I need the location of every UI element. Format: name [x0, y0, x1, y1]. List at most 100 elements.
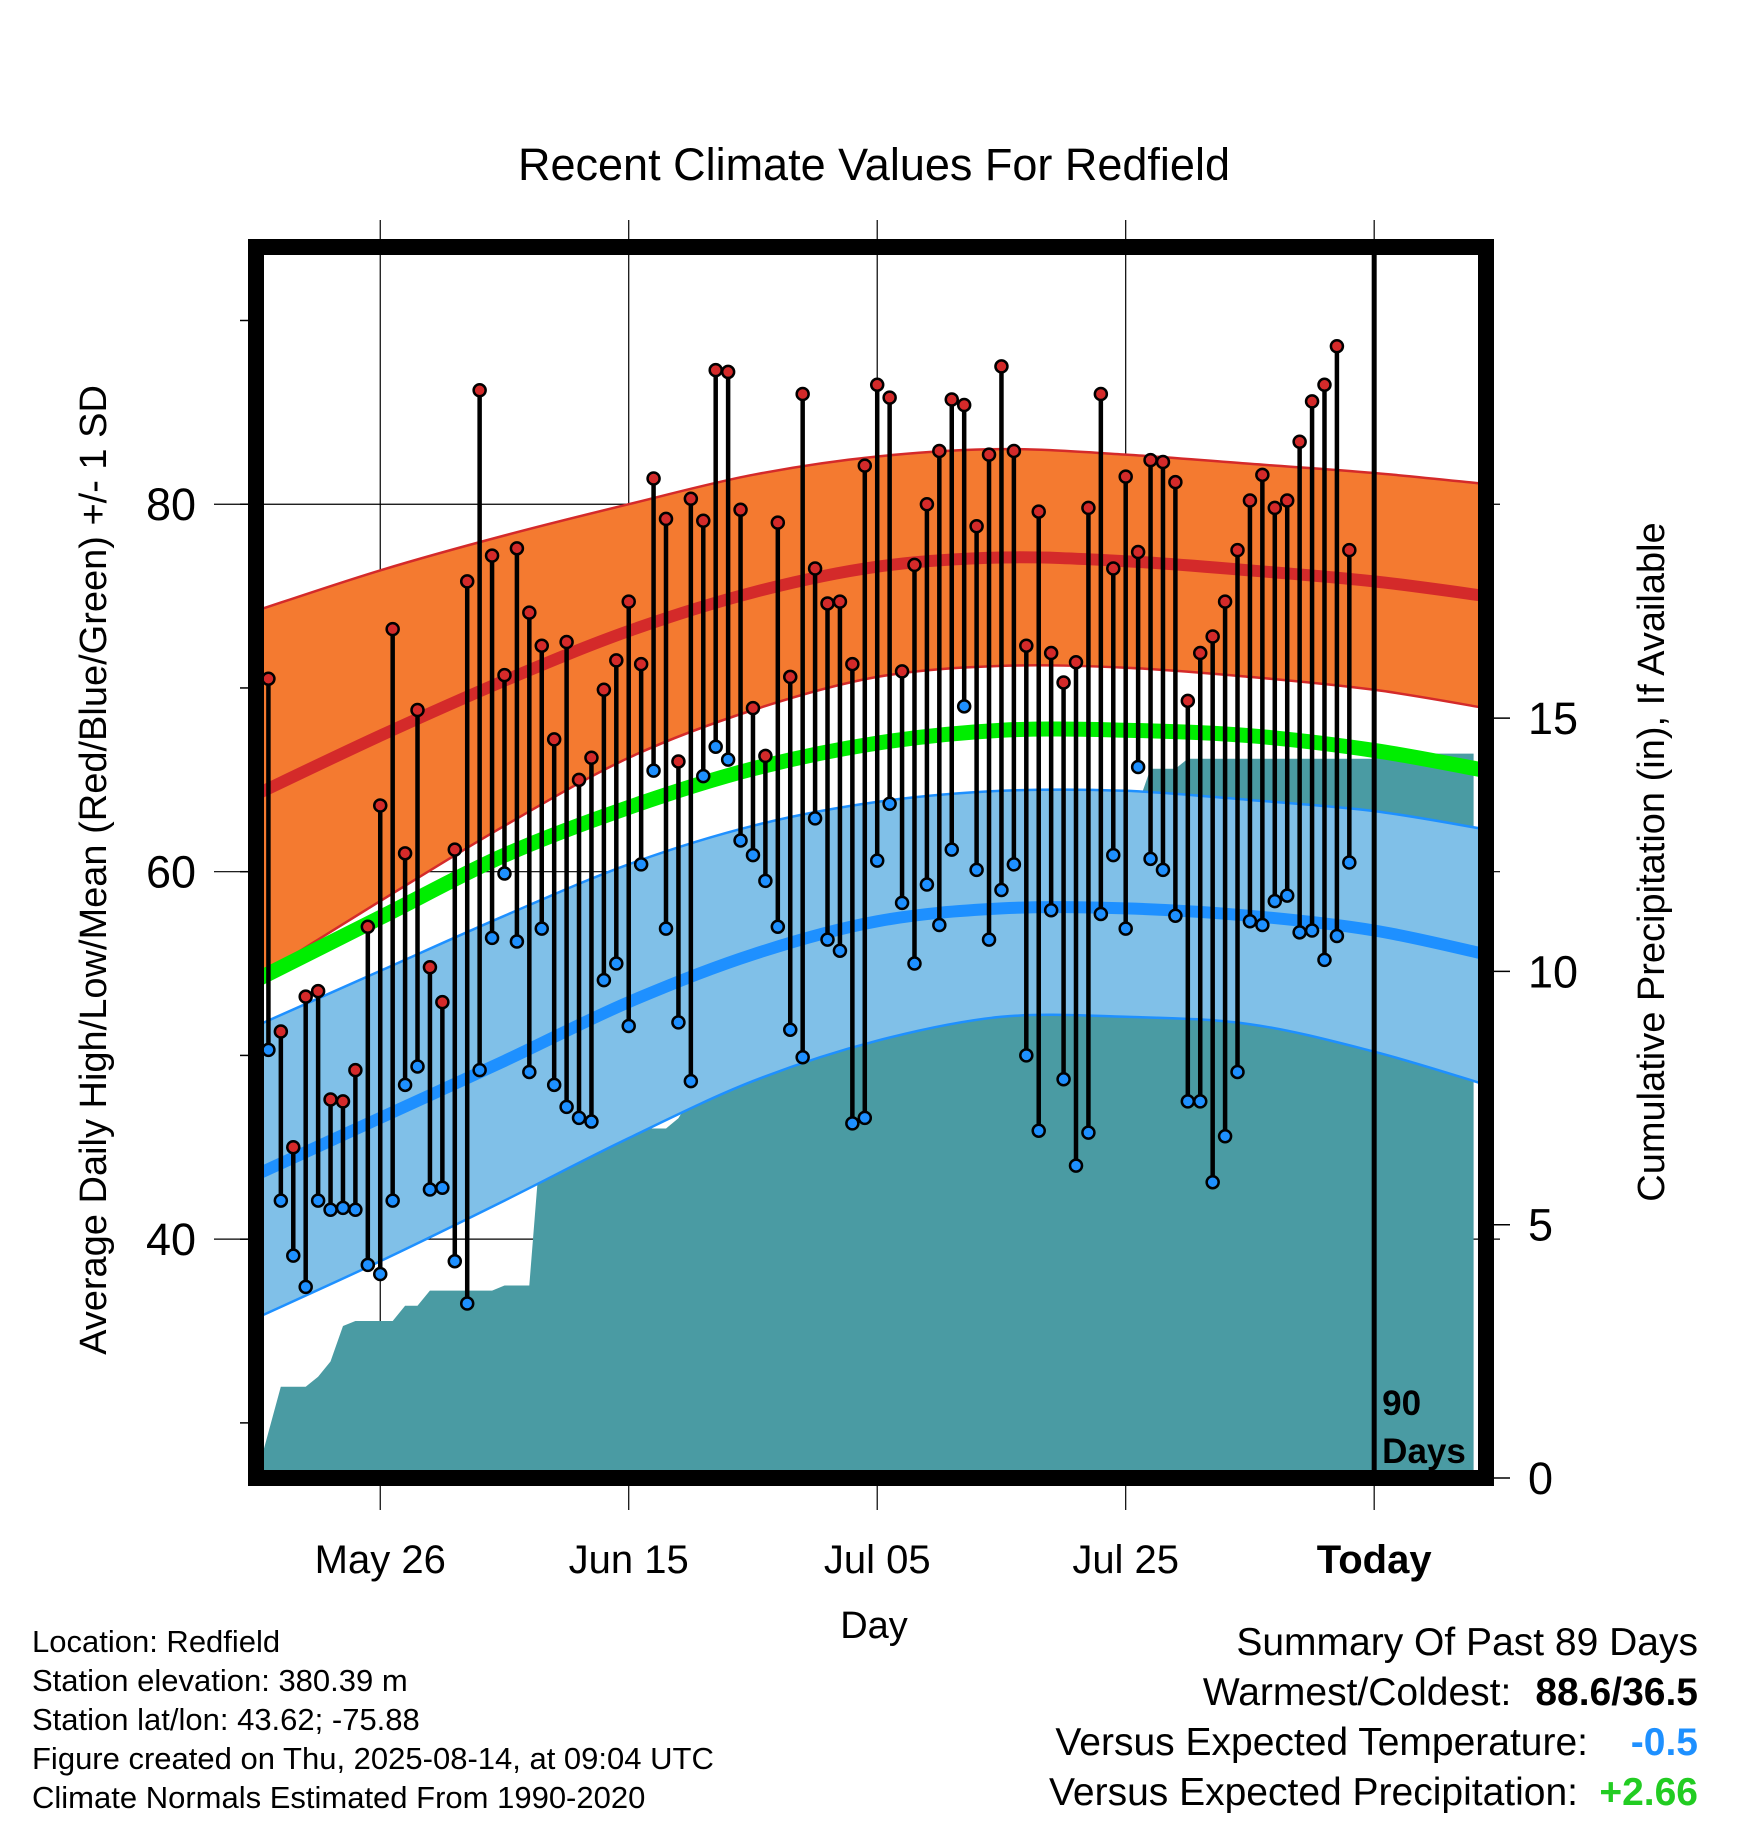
daily-low-point [1143, 851, 1158, 867]
today-days-label-line: Days [1382, 1432, 1466, 1471]
daily-high-point [994, 359, 1009, 374]
daily-high-point [658, 511, 674, 527]
daily-low-point [782, 1022, 798, 1037]
daily-low-point [683, 1073, 699, 1089]
daily-low-point [472, 1062, 487, 1078]
daily-high-point [894, 664, 910, 679]
daily-low-point [1329, 928, 1345, 944]
daily-high-point [1093, 386, 1109, 402]
low-normal-line [253, 901, 1488, 1181]
daily-high-point [323, 1092, 338, 1107]
daily-low-point [609, 956, 624, 971]
daily-low-point [397, 1077, 413, 1093]
daily-high-point [758, 748, 773, 764]
chart-title: Recent Climate Values For Redfield [518, 139, 1230, 190]
daily-high-point [770, 515, 786, 530]
y-tick-label-left: 60 [146, 847, 196, 898]
daily-low-point [360, 1257, 376, 1273]
daily-low-point [385, 1193, 400, 1208]
elevation-text: Station elevation: 380.39 m [32, 1663, 408, 1698]
daily-low-point [1255, 917, 1270, 933]
daily-high-point [733, 502, 748, 517]
daily-low-point [522, 1064, 537, 1080]
daily-high-point [1006, 443, 1022, 459]
daily-low-point [422, 1182, 438, 1197]
warm-cold-row: Warmest/Coldest: 88.6/36.5 [1049, 1668, 1698, 1718]
daily-low-point [596, 972, 612, 988]
daily-high-point [497, 667, 512, 683]
daily-high-point [410, 702, 425, 718]
daily-low-point [273, 1193, 289, 1208]
daily-low-point [1031, 1123, 1046, 1138]
daily-high-point [1130, 544, 1146, 560]
daily-high-point [1019, 638, 1034, 653]
daily-high-point [596, 682, 612, 698]
daily-low-point [1130, 759, 1146, 775]
daily-high-point [360, 919, 376, 935]
precip-anomaly-label: Versus Expected Precipitation: [1049, 1771, 1578, 1814]
daily-high-point [981, 447, 997, 462]
daily-low-point [571, 1110, 587, 1126]
daily-high-point [857, 458, 873, 473]
daily-high-point [546, 732, 562, 747]
daily-high-point [932, 443, 947, 459]
daily-low-point [546, 1077, 562, 1093]
daily-low-point [981, 932, 997, 947]
daily-low-point [882, 796, 897, 811]
daily-low-point [1155, 862, 1171, 878]
daily-low-point [559, 1099, 574, 1115]
daily-low-point [869, 853, 885, 868]
daily-high-point [633, 656, 649, 672]
daily-low-point [1304, 923, 1320, 938]
daily-low-point [459, 1296, 475, 1311]
daily-low-point [795, 1050, 810, 1065]
daily-low-point [410, 1059, 425, 1074]
x-tick-label: May 26 [315, 1538, 446, 1582]
daily-high-point [1329, 338, 1345, 354]
daily-low-point [497, 866, 512, 881]
daily-high-point [509, 541, 525, 556]
y-tick-label-right: 5 [1528, 1200, 1553, 1251]
daily-low-point [447, 1253, 463, 1269]
daily-high-point [298, 989, 313, 1004]
daily-low-point [1081, 1125, 1096, 1140]
daily-high-point [820, 596, 835, 611]
daily-high-point [1143, 452, 1158, 468]
x-tick-label: Jun 15 [569, 1538, 689, 1582]
daily-high-point [273, 1024, 289, 1039]
y-tick-label-right: 10 [1528, 946, 1578, 997]
daily-high-point [1317, 377, 1332, 393]
daily-low-point [720, 752, 736, 767]
daily-low-point [907, 956, 922, 971]
daily-high-point [559, 634, 574, 650]
daily-high-point [683, 491, 699, 506]
daily-high-point [1292, 434, 1307, 450]
daily-low-point [932, 917, 947, 933]
daily-high-point [335, 1094, 351, 1109]
daily-high-point [310, 983, 326, 999]
created-text: Figure created on Thu, 2025-08-14, at 09… [32, 1741, 714, 1776]
daily-high-point [1242, 493, 1258, 508]
daily-low-point [1342, 855, 1357, 870]
daily-low-point [1267, 893, 1283, 909]
daily-low-point [745, 847, 761, 863]
daily-high-point [1043, 645, 1059, 661]
x-tick-label: Jul 05 [824, 1538, 931, 1582]
y-tick-label-right: 15 [1528, 693, 1578, 744]
daily-high-point [1230, 542, 1245, 558]
daily-high-point [1168, 474, 1183, 490]
daily-high-point [472, 383, 487, 398]
daily-high-point [646, 471, 661, 486]
daily-low-point [894, 895, 910, 911]
daily-low-point [621, 1018, 636, 1034]
daily-high-point [969, 519, 984, 534]
daily-high-point [782, 669, 798, 685]
daily-low-point [286, 1248, 301, 1263]
daily-low-point [584, 1114, 599, 1129]
daily-low-point [484, 930, 500, 946]
daily-high-point [621, 594, 636, 609]
daily-low-point [969, 862, 984, 878]
daily-high-point [1205, 629, 1220, 644]
daily-low-point [1068, 1158, 1084, 1173]
